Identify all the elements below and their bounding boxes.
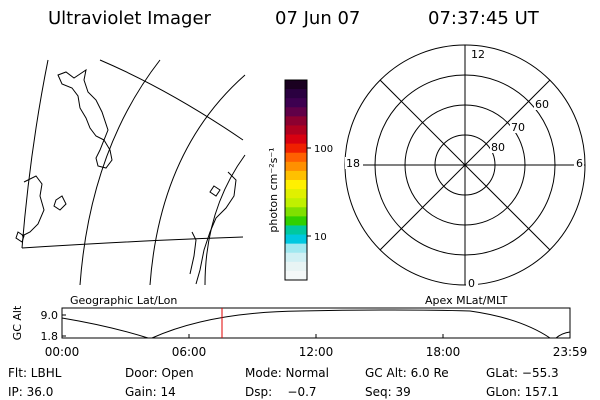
info-glon: GLon: 157.1: [486, 385, 559, 399]
colorbar-cell: [285, 152, 307, 163]
info-dsp: Dsp: −0.7: [245, 385, 317, 399]
app-title: Ultraviolet Imager: [48, 8, 212, 29]
polar-label-12: 12: [471, 48, 485, 61]
colorbar-cell: [285, 125, 307, 136]
info-mode: Mode: Normal: [245, 366, 329, 380]
colorbar-cell: [285, 225, 307, 236]
colorbar-cell: [285, 143, 307, 154]
x-tick-1800: 18:00: [426, 345, 461, 359]
colorbar-cell: [285, 116, 307, 126]
alt-axis-label: GC Alt: [11, 305, 24, 340]
time-label: 07:37:45 UT: [428, 8, 540, 29]
colorbar-cell: [285, 234, 307, 245]
colorbar-cell: [285, 252, 307, 263]
colorbar-tick-10: 10: [314, 232, 327, 243]
polar-lat-70: 70: [511, 121, 525, 134]
colorbar-cell: [285, 261, 307, 272]
colorbar-cell: [285, 161, 307, 172]
info-ip: IP: 36.0: [8, 385, 53, 399]
info-glat: GLat: −55.3: [486, 366, 559, 380]
date-label: 07 Jun 07: [275, 8, 360, 29]
x-tick-2359: 23:59: [553, 345, 588, 359]
info-gain: Gain: 14: [125, 385, 176, 399]
x-tick-0600: 06:00: [172, 345, 207, 359]
info-footer: Flt: LBHL Door: Open Mode: Normal GC Alt…: [8, 366, 559, 399]
colorbar: 100 10 photon cm⁻²s⁻¹: [267, 79, 333, 281]
info-flt: Flt: LBHL: [8, 366, 62, 380]
colorbar-cell: [285, 243, 307, 254]
colorbar-cell: [285, 216, 307, 226]
x-tick-1200: 12:00: [299, 345, 334, 359]
colorbar-cell: [285, 198, 307, 208]
colorbar-tick-100: 100: [314, 144, 333, 155]
colorbar-cell: [285, 134, 307, 145]
colorbar-unit-label: photon cm⁻²s⁻¹: [267, 147, 280, 232]
polar-label-0: 0: [468, 277, 475, 290]
colorbar-cell: [285, 170, 307, 181]
alt-tick-high: 9.0: [41, 309, 59, 322]
apex-label: Apex MLat/MLT: [425, 294, 508, 307]
colorbar-cell: [285, 189, 307, 199]
polar-lat-80: 80: [491, 141, 505, 154]
polar-label-18: 18: [346, 157, 360, 170]
polar-label-6: 6: [576, 157, 583, 170]
info-door: Door: Open: [125, 366, 194, 380]
colorbar-cell: [285, 80, 307, 90]
colorbar-cell: [285, 270, 307, 281]
colorbar-cell: [285, 207, 307, 217]
colorbar-cell: [285, 180, 307, 190]
colorbar-cell: [285, 107, 307, 117]
colorbar-cell: [285, 89, 307, 99]
x-tick-0000: 00:00: [45, 345, 80, 359]
info-seq: Seq: 39: [365, 385, 411, 399]
altitude-plot: 9.0 1.8 GC Alt 00:00 06:00 12:00 18:00 2…: [11, 305, 587, 359]
altitude-curve: [61, 309, 571, 339]
geographic-map: [15, 59, 246, 286]
alt-tick-low: 1.8: [41, 330, 59, 343]
polar-labels: 12 0 18 6 60 70 80: [345, 48, 584, 290]
polar-lat-60: 60: [535, 98, 549, 111]
polar-plot: [344, 44, 586, 286]
geographic-label: Geographic Lat/Lon: [70, 294, 177, 307]
info-gcalt: GC Alt: 6.0 Re: [365, 366, 449, 380]
colorbar-cell: [285, 98, 307, 108]
